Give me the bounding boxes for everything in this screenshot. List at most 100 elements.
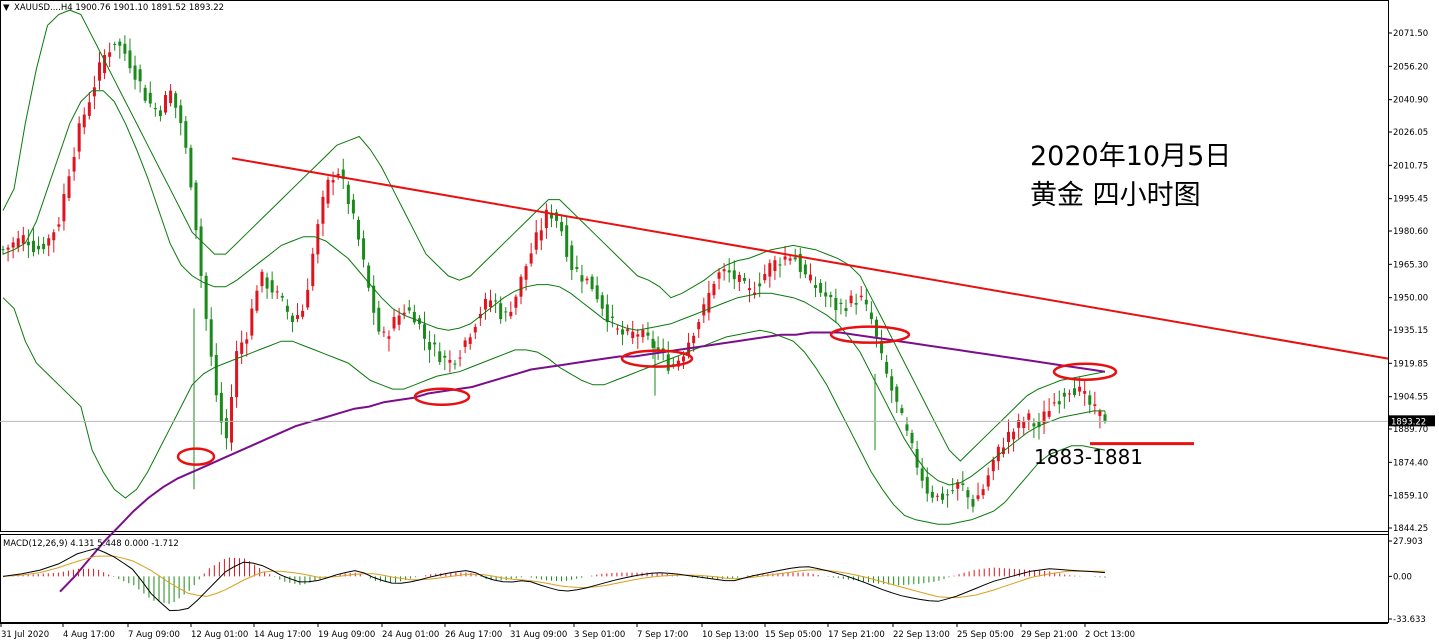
candle-body bbox=[245, 339, 249, 344]
candle-body bbox=[560, 222, 564, 232]
candle-body bbox=[514, 296, 518, 308]
candle-body bbox=[209, 319, 213, 357]
symbol-info: XAUUSD....H4 1900.76 1901.10 1891.52 189… bbox=[14, 3, 224, 13]
candle-body bbox=[544, 209, 548, 229]
candle-body bbox=[367, 265, 371, 288]
candle-body bbox=[605, 304, 609, 323]
candle-body bbox=[158, 110, 162, 117]
candle-body bbox=[920, 468, 924, 481]
time-tick-label: 7 Aug 09:00 bbox=[128, 630, 180, 640]
candle-body bbox=[468, 337, 472, 344]
candle-body bbox=[433, 342, 437, 345]
candle-body bbox=[321, 196, 325, 224]
candle-body bbox=[1062, 392, 1066, 397]
candle-body bbox=[1047, 411, 1051, 417]
time-tick-label: 26 Aug 17:00 bbox=[445, 630, 502, 640]
candle-body bbox=[1037, 421, 1041, 428]
candle-body bbox=[778, 264, 782, 266]
candle-body bbox=[1052, 402, 1056, 404]
time-tick-label: 4 Aug 17:00 bbox=[63, 630, 115, 640]
candle-body bbox=[377, 307, 381, 332]
candle-body bbox=[768, 263, 772, 277]
candle-body bbox=[1, 249, 5, 251]
time-tick-label: 31 Aug 09:00 bbox=[510, 630, 567, 640]
candle-body bbox=[890, 376, 894, 391]
candle-body bbox=[925, 476, 929, 494]
candle-body bbox=[595, 285, 599, 300]
candle-body bbox=[956, 482, 960, 489]
candle-body bbox=[260, 271, 264, 287]
macd-info: MACD(12,26,9) 4.131 5.448 0.000 -1.712 bbox=[3, 539, 179, 549]
candle-body bbox=[52, 232, 56, 241]
macd-signal-line bbox=[2, 555, 1105, 599]
candle-body bbox=[392, 317, 396, 329]
candle-body bbox=[966, 490, 970, 498]
candle-body bbox=[534, 232, 538, 250]
descending-trendline bbox=[231, 157, 1389, 360]
candle-body bbox=[174, 93, 178, 108]
candle-body bbox=[108, 52, 112, 57]
candle-body bbox=[397, 315, 401, 325]
time-tick-label: 2 Oct 13:00 bbox=[1085, 630, 1135, 640]
symbol-arrow-icon[interactable]: ▼ bbox=[3, 3, 10, 13]
candle-body bbox=[707, 292, 711, 313]
price-tick-label: 2040.90 bbox=[1393, 96, 1428, 106]
macd-tick-label: 0.00 bbox=[1393, 572, 1412, 582]
candle-body bbox=[1017, 420, 1021, 428]
candle-body bbox=[697, 322, 701, 330]
candle-body bbox=[880, 340, 884, 354]
price-tick-label: 1980.60 bbox=[1393, 227, 1428, 237]
candle-body bbox=[214, 355, 218, 396]
candle-body bbox=[1088, 395, 1092, 405]
candle-body bbox=[935, 495, 939, 497]
candle-body bbox=[631, 331, 635, 339]
candle-body bbox=[199, 226, 203, 276]
candle-body bbox=[240, 342, 244, 354]
candle-body bbox=[37, 245, 41, 250]
candle-body bbox=[473, 326, 477, 333]
candle-body bbox=[864, 299, 868, 305]
candle-body bbox=[961, 483, 965, 485]
candle-body bbox=[224, 418, 228, 439]
candle-body bbox=[1083, 391, 1087, 394]
candle-body bbox=[819, 283, 823, 293]
candle-body bbox=[793, 257, 797, 260]
candle-body bbox=[758, 283, 762, 287]
candle-body bbox=[138, 69, 142, 82]
long-moving-average bbox=[59, 331, 1106, 593]
candle-body bbox=[164, 95, 168, 113]
candle-body bbox=[453, 363, 457, 365]
annotation-title: 黄金 四小时图 bbox=[1030, 180, 1201, 211]
candle-body bbox=[428, 342, 432, 350]
candle-body bbox=[230, 397, 234, 443]
candle-body bbox=[1093, 404, 1097, 406]
candle-body bbox=[803, 264, 807, 275]
candle-body bbox=[336, 173, 340, 176]
candle-body bbox=[849, 295, 853, 304]
candle-body bbox=[1098, 411, 1102, 416]
candle-body bbox=[255, 290, 259, 311]
candle-body bbox=[742, 278, 746, 281]
candle-body bbox=[986, 475, 990, 487]
candle-body bbox=[489, 300, 493, 307]
candle-body bbox=[123, 43, 127, 54]
highlight-ellipse bbox=[1052, 362, 1118, 381]
price-tick-label: 1904.55 bbox=[1393, 393, 1428, 403]
candle-body bbox=[621, 329, 625, 335]
candle-body bbox=[773, 260, 777, 271]
candle-body bbox=[407, 307, 411, 311]
candle-body bbox=[753, 292, 757, 295]
candle-body bbox=[788, 258, 792, 261]
candle-body bbox=[443, 355, 447, 358]
candle-body bbox=[351, 199, 355, 214]
macd-main-line bbox=[2, 548, 1106, 612]
bollinger-lower-line bbox=[2, 297, 1106, 525]
candle-body bbox=[610, 316, 614, 318]
time-tick-label: 25 Sep 05:00 bbox=[957, 630, 1014, 640]
candle-body bbox=[930, 491, 934, 498]
candle-body bbox=[570, 245, 574, 270]
candle-body bbox=[748, 288, 752, 291]
highlight-ellipse bbox=[413, 387, 471, 407]
candle-body bbox=[1022, 421, 1026, 429]
